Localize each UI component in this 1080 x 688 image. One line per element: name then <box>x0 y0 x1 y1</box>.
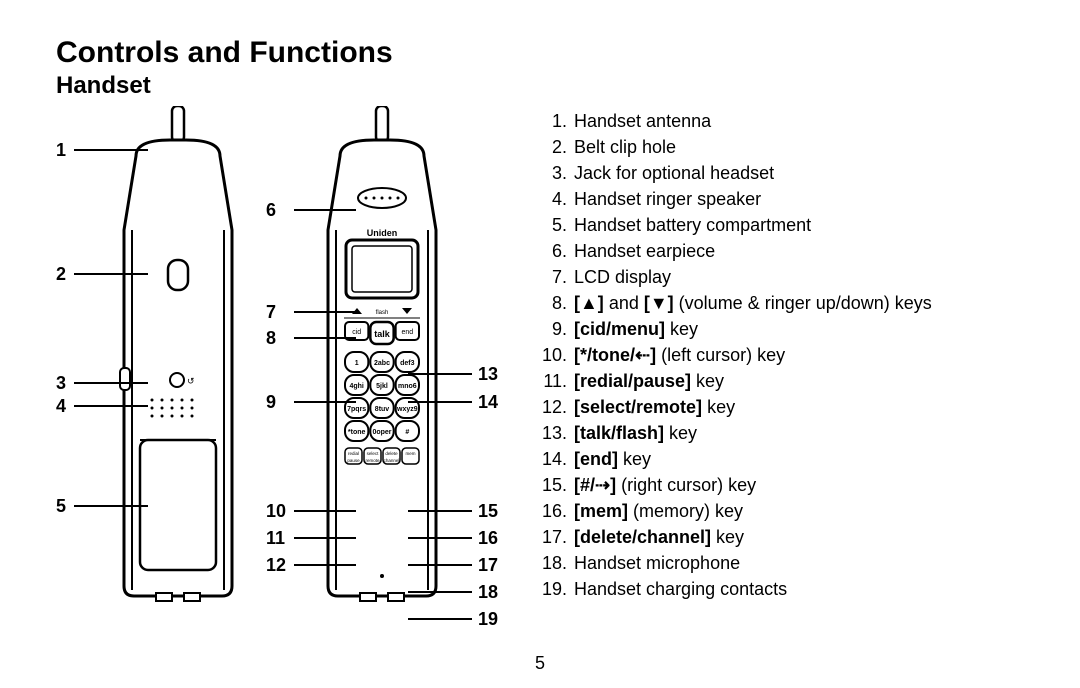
parts-list: Handset antennaBelt clip holeJack for op… <box>544 108 1040 602</box>
svg-text:wxyz9: wxyz9 <box>396 406 418 413</box>
callout-number: 19 <box>478 610 498 628</box>
svg-text:7pqrs: 7pqrs <box>347 406 366 413</box>
callout-number: 6 <box>266 201 276 219</box>
callout-number: 1 <box>56 141 66 159</box>
callout-number: 13 <box>478 365 498 383</box>
svg-text:*tone: *tone <box>348 429 366 436</box>
svg-text:0oper: 0oper <box>372 429 391 436</box>
svg-text:mno6: mno6 <box>398 383 417 390</box>
page-number: 5 <box>0 653 1080 674</box>
svg-text:flash: flash <box>376 310 389 316</box>
parts-list-item: Handset antenna <box>572 108 1040 134</box>
callout-number: 7 <box>266 303 276 321</box>
svg-text:cid: cid <box>352 329 361 336</box>
svg-text:end: end <box>401 329 413 336</box>
svg-text:8tuv: 8tuv <box>375 406 390 413</box>
callout-number: 2 <box>56 265 66 283</box>
svg-text:#: # <box>405 429 409 436</box>
callout-number: 18 <box>478 583 498 601</box>
parts-list-item: Jack for optional headset <box>572 160 1040 186</box>
callout-number: 9 <box>266 393 276 411</box>
svg-text:↺: ↺ <box>187 376 195 386</box>
parts-list-item: Handset earpiece <box>572 238 1040 264</box>
callout-number: 16 <box>478 529 498 547</box>
callout-number: 17 <box>478 556 498 574</box>
parts-list-item: Belt clip hole <box>572 134 1040 160</box>
parts-list-item: Handset ringer speaker <box>572 186 1040 212</box>
svg-text:remote: remote <box>365 458 380 463</box>
parts-list-item: [*/tone/⇠] (left cursor) key <box>572 342 1040 368</box>
parts-list-item: [#/⇢] (right cursor) key <box>572 472 1040 498</box>
svg-text:mem: mem <box>406 451 416 456</box>
svg-text:def3: def3 <box>400 360 415 367</box>
parts-list-item: [select/remote] key <box>572 394 1040 420</box>
callout-number: 8 <box>266 329 276 347</box>
parts-list-item: [delete/channel] key <box>572 524 1040 550</box>
svg-text:5jkl: 5jkl <box>376 383 388 390</box>
svg-text:channel: channel <box>384 458 400 463</box>
parts-list-area: Handset antennaBelt clip holeJack for op… <box>536 106 1040 602</box>
parts-list-item: [talk/flash] key <box>572 420 1040 446</box>
parts-list-item: Handset charging contacts <box>572 576 1040 602</box>
parts-list-item: [end] key <box>572 446 1040 472</box>
parts-list-item: [redial/pause] key <box>572 368 1040 394</box>
parts-list-item: [mem] (memory) key <box>572 498 1040 524</box>
parts-list-item: [▲] and [▼] (volume & ringer up/down) ke… <box>572 290 1040 316</box>
svg-text:Uniden: Uniden <box>367 228 398 238</box>
svg-text:2abc: 2abc <box>374 360 390 367</box>
svg-text:1: 1 <box>355 360 359 367</box>
callout-number: 14 <box>478 393 498 411</box>
parts-list-item: Handset battery compartment <box>572 212 1040 238</box>
svg-text:pause: pause <box>347 458 360 463</box>
svg-text:delete: delete <box>385 451 398 456</box>
handset-diagram: ↺ Uniden flash cid talk end 1 2abc def3 4ghi 5jkl m… <box>56 106 536 666</box>
subsection-title: Handset <box>56 72 1040 100</box>
callout-number: 15 <box>478 502 498 520</box>
callout-number: 3 <box>56 374 66 392</box>
parts-list-item: LCD display <box>572 264 1040 290</box>
section-title: Controls and Functions <box>56 36 1040 70</box>
manual-page: Controls and Functions Handset ↺ Uniden fl… <box>0 0 1080 688</box>
handset-svg: ↺ Uniden flash cid talk end 1 2abc def3 4ghi 5jkl m… <box>56 106 536 666</box>
svg-text:select: select <box>367 451 380 456</box>
parts-list-item: Handset microphone <box>572 550 1040 576</box>
callout-number: 4 <box>56 397 66 415</box>
svg-text:redial: redial <box>348 451 359 456</box>
callout-number: 12 <box>266 556 286 574</box>
callout-number: 5 <box>56 497 66 515</box>
parts-list-item: [cid/menu] key <box>572 316 1040 342</box>
callout-number: 11 <box>266 529 285 547</box>
svg-text:4ghi: 4ghi <box>349 383 363 390</box>
callout-number: 10 <box>266 502 286 520</box>
svg-text:talk: talk <box>374 329 391 339</box>
content-row: ↺ Uniden flash cid talk end 1 2abc def3 4ghi 5jkl m… <box>56 106 1040 666</box>
